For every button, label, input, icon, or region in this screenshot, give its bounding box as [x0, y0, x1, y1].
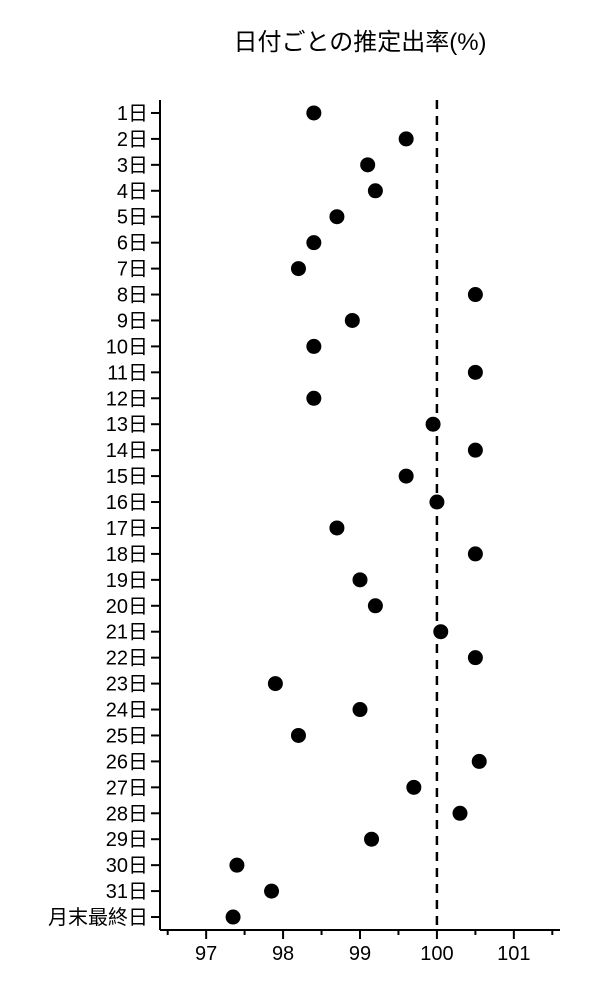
- data-point: [406, 780, 421, 795]
- y-axis-label: 26日: [106, 751, 148, 773]
- y-axis-label: 23日: [106, 674, 148, 696]
- y-axis-label: 7日: [117, 259, 148, 281]
- data-point: [468, 546, 483, 561]
- chart-title: 日付ごとの推定出率(%): [233, 29, 486, 56]
- data-point: [268, 676, 283, 691]
- data-point: [468, 287, 483, 302]
- data-point: [360, 157, 375, 172]
- data-point: [433, 624, 448, 639]
- x-axis-label: 99: [349, 943, 371, 965]
- data-point: [291, 261, 306, 276]
- x-axis-label: 97: [195, 943, 217, 965]
- y-axis-label: 17日: [106, 518, 148, 540]
- data-point: [368, 598, 383, 613]
- y-axis-label: 10日: [106, 336, 148, 358]
- data-point: [353, 702, 368, 717]
- y-axis-label: 13日: [106, 414, 148, 436]
- data-point: [329, 209, 344, 224]
- data-point: [264, 884, 279, 899]
- y-axis-label: 11日: [107, 362, 148, 384]
- y-axis-label: 30日: [106, 855, 148, 877]
- y-axis-label: 24日: [106, 700, 148, 722]
- data-point: [229, 858, 244, 873]
- data-point: [226, 910, 241, 925]
- y-axis-label: 29日: [106, 829, 148, 851]
- y-axis-label: 20日: [106, 596, 148, 618]
- data-point: [353, 572, 368, 587]
- data-point: [329, 520, 344, 535]
- y-axis-label: 3日: [117, 155, 148, 177]
- data-point: [345, 313, 360, 328]
- y-axis-label: 5日: [117, 207, 148, 229]
- data-point: [468, 650, 483, 665]
- data-point: [306, 391, 321, 406]
- y-axis-label: 31日: [106, 881, 148, 903]
- y-axis-label: 27日: [106, 777, 148, 799]
- data-point: [364, 832, 379, 847]
- y-axis-label: 1日: [117, 103, 148, 125]
- data-point: [453, 806, 468, 821]
- y-axis-label: 25日: [106, 725, 148, 747]
- data-point: [368, 183, 383, 198]
- y-axis-label: 6日: [117, 233, 148, 255]
- data-point: [468, 443, 483, 458]
- data-point: [426, 417, 441, 432]
- y-axis-label: 9日: [117, 310, 148, 332]
- y-axis-label: 4日: [117, 181, 148, 203]
- y-axis-label: 12日: [106, 388, 148, 410]
- x-axis-label: 98: [272, 943, 294, 965]
- x-axis-label: 100: [420, 943, 453, 965]
- y-axis-label: 21日: [106, 622, 148, 644]
- y-axis-label: 14日: [106, 440, 148, 462]
- data-point: [399, 131, 414, 146]
- data-point: [429, 495, 444, 510]
- chart-container: 日付ごとの推定出率(%) 1日 2日 3日 4日 5日 6日 7日 8日 9日 10日 11日 12日 1…: [0, 0, 600, 1000]
- data-point: [468, 365, 483, 380]
- data-point: [399, 469, 414, 484]
- data-point: [306, 105, 321, 120]
- y-axis-label: 2日: [117, 129, 148, 151]
- data-point: [306, 235, 321, 250]
- data-point: [291, 728, 306, 743]
- y-axis-label: 15日: [106, 466, 148, 488]
- y-axis-label: 16日: [106, 492, 148, 514]
- y-axis-label: 8日: [117, 285, 148, 307]
- y-axis-label: 28日: [106, 803, 148, 825]
- y-axis-label: 18日: [106, 544, 148, 566]
- y-axis-label: 22日: [106, 648, 148, 670]
- y-axis-label: 月末最終日: [48, 906, 148, 929]
- x-axis-label: 101: [497, 943, 530, 965]
- data-point: [472, 754, 487, 769]
- data-point: [306, 339, 321, 354]
- y-axis-label: 19日: [106, 570, 148, 592]
- scatter-chart: 日付ごとの推定出率(%) 1日 2日 3日 4日 5日 6日 7日 8日 9日 10日 11日 12日 1…: [0, 0, 600, 1000]
